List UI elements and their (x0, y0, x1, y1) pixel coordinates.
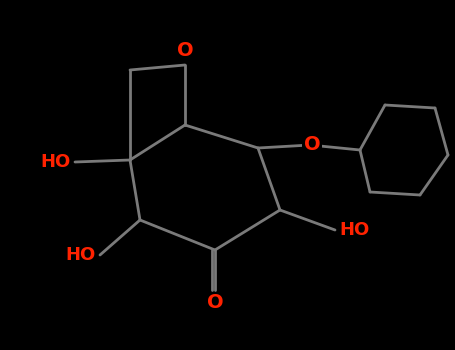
Text: HO: HO (41, 153, 71, 171)
Text: O: O (303, 135, 320, 154)
Text: O: O (177, 42, 193, 61)
Text: HO: HO (339, 221, 369, 239)
Text: HO: HO (66, 246, 96, 264)
Text: O: O (207, 294, 223, 313)
